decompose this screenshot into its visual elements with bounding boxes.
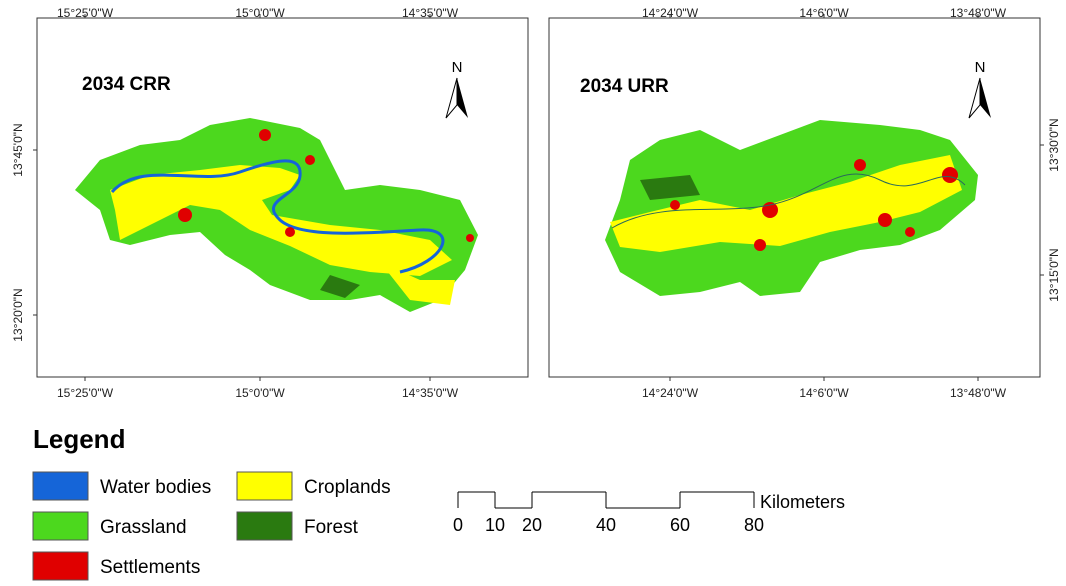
scale-bar: 0 10 20 40 60 80 Kilometers	[453, 492, 845, 535]
settlement	[905, 227, 915, 237]
scale-unit: Kilometers	[760, 492, 845, 512]
coordinate-label: 14°35'0"W	[402, 6, 459, 20]
coordinate-label: 14°6'0"W	[799, 6, 849, 20]
legend-title: Legend	[33, 424, 125, 454]
settlement	[878, 213, 892, 227]
scale-label: 40	[596, 515, 616, 535]
settlement	[466, 234, 474, 242]
scale-label: 10	[485, 515, 505, 535]
coordinate-label: 14°6'0"W	[799, 386, 849, 400]
map-title: 2034 CRR	[82, 74, 171, 95]
legend: Water bodies Croplands Grassland Forest Sett…	[33, 472, 391, 580]
coordinate-label: 13°20'0"N	[11, 288, 25, 341]
scale-label: 60	[670, 515, 690, 535]
scale-label: 20	[522, 515, 542, 535]
settlement	[754, 239, 766, 251]
coordinate-label: 15°0'0"W	[235, 386, 285, 400]
settlement	[942, 167, 958, 183]
legend-label: Grassland	[100, 517, 187, 538]
coordinate-label: 13°45'0"N	[11, 123, 25, 176]
map-title: 2034 URR	[580, 76, 669, 97]
coordinate-label: 13°30'0"N	[1047, 118, 1061, 171]
map-figure: 2034 CRR 2034 URR N N 15°25'0"W 15°0'0"W…	[0, 0, 1066, 581]
settlement	[305, 155, 315, 165]
coordinate-label: 15°0'0"W	[235, 6, 285, 20]
scale-label: 0	[453, 515, 463, 535]
legend-label: Settlements	[100, 557, 200, 578]
coordinate-label: 14°24'0"W	[642, 6, 699, 20]
settlement	[285, 227, 295, 237]
legend-label: Croplands	[304, 477, 391, 498]
legend-label: Forest	[304, 517, 359, 538]
coordinate-label: 14°35'0"W	[402, 386, 459, 400]
legend-label: Water bodies	[100, 477, 211, 498]
coordinate-label: 15°25'0"W	[57, 386, 114, 400]
coordinate-label: 13°15'0"N	[1047, 248, 1061, 301]
north-label: N	[452, 59, 463, 76]
scale-label: 80	[744, 515, 764, 535]
coordinate-label: 15°25'0"W	[57, 6, 114, 20]
settlement	[854, 159, 866, 171]
coordinate-label: 13°48'0"W	[950, 386, 1007, 400]
legend-swatch	[33, 512, 88, 540]
legend-swatch	[33, 552, 88, 580]
legend-swatch	[237, 472, 292, 500]
legend-swatch	[237, 512, 292, 540]
settlement	[259, 129, 271, 141]
north-label: N	[975, 59, 986, 76]
coordinate-label: 13°48'0"W	[950, 6, 1007, 20]
settlement	[670, 200, 680, 210]
legend-swatch	[33, 472, 88, 500]
coordinate-label: 14°24'0"W	[642, 386, 699, 400]
settlement	[178, 208, 192, 222]
settlement	[762, 202, 778, 218]
